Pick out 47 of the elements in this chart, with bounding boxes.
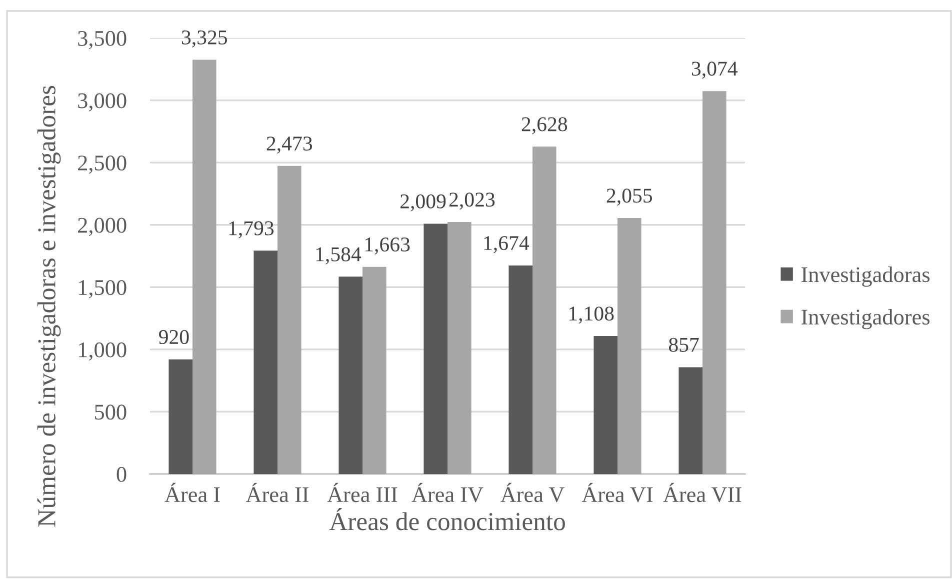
x-tick-label: Área IV bbox=[412, 482, 484, 502]
data-label: 1,663 bbox=[365, 237, 410, 254]
data-label: 857 bbox=[668, 338, 699, 352]
bar bbox=[532, 146, 556, 474]
data-label: 3,074 bbox=[692, 62, 738, 79]
data-label: 1,793 bbox=[229, 221, 274, 238]
data-label: 2,628 bbox=[522, 117, 568, 134]
bar bbox=[278, 166, 302, 474]
y-tick-label: 3,500 bbox=[78, 30, 126, 50]
y-tick-label: 2,500 bbox=[78, 156, 126, 174]
data-label: 2,473 bbox=[266, 136, 312, 154]
legend-label: Investigadoras bbox=[802, 266, 930, 287]
bar bbox=[508, 265, 532, 474]
bar bbox=[192, 60, 216, 474]
bar bbox=[168, 359, 192, 474]
bar bbox=[594, 336, 618, 474]
bar bbox=[338, 276, 362, 474]
x-axis-title: Áreas de conocimiento bbox=[329, 508, 565, 530]
x-tick-label: Área II bbox=[246, 482, 308, 502]
data-label: 2,009 bbox=[400, 194, 446, 212]
y-tick-label: 500 bbox=[95, 404, 126, 420]
data-label: 3,325 bbox=[182, 30, 228, 48]
data-label: 1,584 bbox=[316, 247, 362, 264]
x-tick-label: Área I bbox=[164, 482, 220, 502]
y-tick-label: 1,000 bbox=[79, 342, 126, 361]
y-tick-label: 3,000 bbox=[78, 93, 126, 112]
bar bbox=[424, 224, 448, 474]
bar bbox=[702, 91, 726, 474]
data-label: 920 bbox=[158, 330, 189, 344]
x-tick-label: Área VII bbox=[663, 482, 742, 502]
bar bbox=[618, 218, 642, 474]
bar bbox=[678, 367, 702, 474]
y-tick-label: 2,000 bbox=[78, 218, 126, 236]
x-tick-label: Área III bbox=[327, 482, 398, 502]
y-tick-label: 1,500 bbox=[79, 280, 126, 298]
data-label: 1,108 bbox=[569, 306, 614, 324]
data-label: 2,055 bbox=[606, 188, 652, 206]
data-label: 2,023 bbox=[449, 192, 495, 210]
x-tick-label: Área VI bbox=[582, 482, 653, 502]
data-label: 1,674 bbox=[484, 236, 530, 254]
bar bbox=[448, 222, 472, 474]
bar bbox=[254, 250, 278, 474]
bar bbox=[362, 266, 386, 474]
y-axis-title: Número de investigadoras e investigadores bbox=[37, 86, 61, 527]
x-tick-label: Área V bbox=[500, 482, 564, 502]
y-tick-label: 0 bbox=[116, 466, 126, 482]
legend-label: Investigadores bbox=[802, 308, 930, 330]
